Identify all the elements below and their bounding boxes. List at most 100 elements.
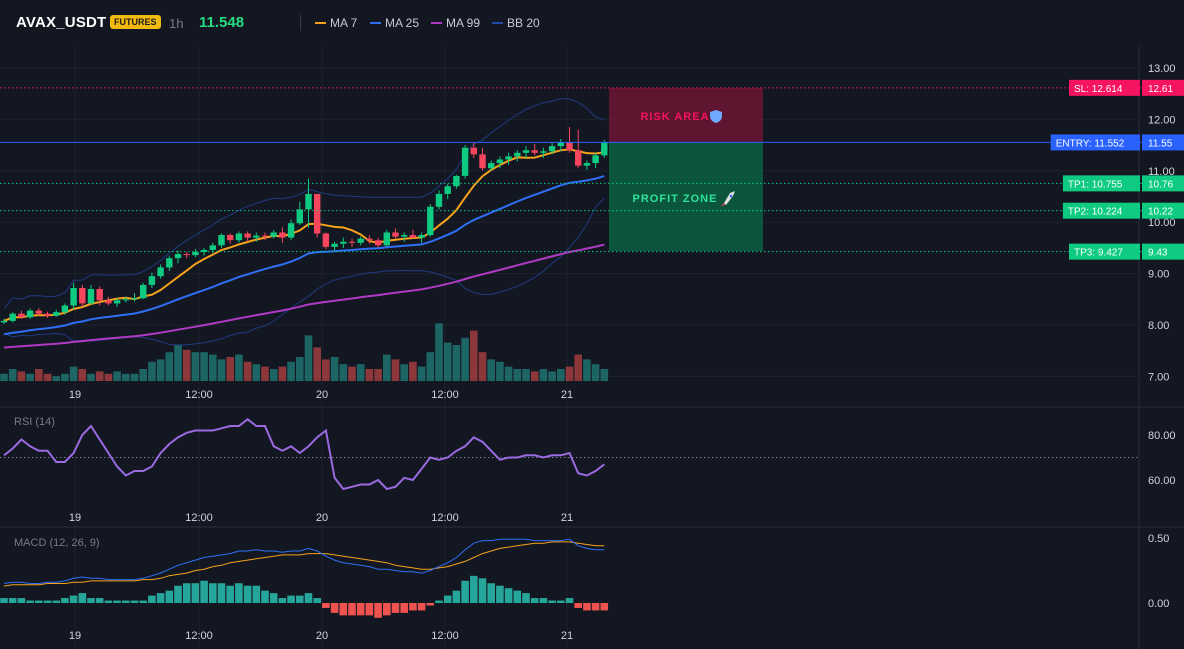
- macd-hist-bar: [209, 583, 217, 603]
- time-tick-label: 19: [69, 512, 81, 524]
- risk-area-zone: [609, 88, 763, 143]
- candle-body: [61, 305, 69, 313]
- legend-bb20[interactable]: BB 20: [492, 16, 540, 30]
- entry-tag: [1050, 134, 1140, 151]
- macd-tick-label: 0.00: [1148, 598, 1169, 610]
- legend-ma99[interactable]: MA 99: [431, 16, 480, 30]
- volume-bar: [130, 373, 139, 381]
- volume-bar: [235, 354, 243, 381]
- time-tick-label: 12:00: [185, 630, 213, 642]
- volume-bar: [391, 359, 400, 381]
- volume-bar: [574, 354, 582, 381]
- symbol-name[interactable]: AVAX_USDT: [16, 14, 107, 31]
- candle-body: [488, 163, 495, 169]
- volume-bar: [513, 369, 522, 381]
- macd-hist-bar: [435, 600, 443, 603]
- volume-bar: [565, 366, 574, 381]
- rsi-title: RSI (14): [14, 416, 55, 428]
- candle-body: [148, 276, 156, 285]
- candle-body: [548, 146, 556, 152]
- macd-hist-bar: [417, 603, 426, 611]
- tp2-price-tag: [1142, 202, 1184, 219]
- price-tick-label: 13.00: [1148, 63, 1176, 75]
- candle-body: [166, 258, 173, 268]
- ma99-line: [3, 243, 605, 349]
- candle-body: [601, 142, 608, 156]
- macd-hist-bar: [43, 600, 52, 603]
- timeframe-selector[interactable]: 1h: [169, 16, 184, 31]
- candle-body: [261, 235, 269, 237]
- candle-body: [418, 235, 425, 238]
- volume-bar: [339, 364, 348, 381]
- macd-hist-bar: [470, 575, 478, 603]
- macd-hist-bar: [52, 600, 60, 603]
- candle-body: [383, 232, 390, 246]
- macd-hist-bar: [557, 600, 565, 603]
- candle-body: [348, 241, 356, 243]
- macd-hist-bar: [139, 600, 147, 603]
- candle-body: [392, 232, 399, 237]
- candle-body: [200, 249, 208, 253]
- volume-bar: [539, 369, 548, 381]
- macd-signal-line: [3, 541, 605, 587]
- volume-bar: [522, 369, 530, 381]
- macd-hist-bar: [287, 595, 295, 603]
- candle-body: [26, 310, 34, 318]
- legend-label-ma25: MA 25: [385, 16, 420, 30]
- volume-bar: [261, 366, 269, 381]
- candle-body: [592, 155, 599, 164]
- time-tick-label: 20: [316, 630, 328, 642]
- entry-price-label: 11.55: [1148, 138, 1173, 149]
- legend-label-ma99: MA 99: [446, 16, 481, 30]
- volume-bar: [426, 352, 435, 381]
- candle-body: [122, 299, 129, 301]
- time-tick-label: 20: [316, 389, 328, 401]
- macd-hist-bar: [513, 590, 522, 603]
- tp1-tag-label: TP1: 10.755: [1068, 179, 1123, 190]
- volume-bar: [26, 373, 34, 381]
- macd-hist-bar: [409, 603, 417, 611]
- volume-bar: [461, 337, 469, 381]
- price-tick-label: 8.00: [1148, 320, 1169, 332]
- candle-body: [583, 163, 591, 166]
- volume-bar: [600, 369, 609, 381]
- entry-tag-label: ENTRY: 11.552: [1056, 138, 1125, 149]
- macd-hist-bar: [200, 580, 208, 603]
- macd-hist-bar: [252, 585, 261, 603]
- time-tick-label: 21: [561, 512, 573, 524]
- candle-body: [235, 233, 243, 241]
- volume-bars: [0, 323, 609, 381]
- macd-hist-bar: [356, 603, 365, 616]
- macd-hist-bar: [591, 603, 600, 611]
- candle-body: [505, 156, 512, 160]
- bb-upper-line: [3, 97, 605, 309]
- macd-hist-bar: [278, 598, 287, 603]
- candle-body: [96, 289, 103, 301]
- candle-body: [366, 238, 373, 241]
- candle-body: [479, 154, 486, 169]
- macd-hist-bar: [61, 598, 69, 603]
- macd-tick-label: 0.50: [1148, 533, 1169, 545]
- candle-body: [314, 193, 321, 234]
- macd-hist-bar: [330, 603, 339, 613]
- macd-hist-bar: [148, 595, 156, 603]
- macd-hist-bar: [261, 590, 269, 603]
- candle-body: [322, 233, 330, 247]
- candle-body: [444, 186, 451, 194]
- candle-body: [183, 254, 190, 256]
- legend-ma7[interactable]: MA 7: [315, 16, 357, 30]
- volume-bar: [113, 371, 121, 381]
- candle-body: [70, 287, 77, 306]
- volume-bar: [383, 354, 391, 381]
- macd-hist-bar: [296, 595, 304, 603]
- bb-lower-line: [3, 197, 605, 346]
- legend-ma25[interactable]: MA 25: [370, 16, 419, 30]
- macd-hist-bar: [452, 590, 461, 603]
- candle-body: [557, 142, 564, 147]
- macd-hist-bar: [522, 593, 530, 603]
- candle-body: [209, 245, 216, 250]
- sl-tag: [1069, 79, 1140, 96]
- time-tick-label: 21: [561, 630, 573, 642]
- macd-hist-bar: [339, 603, 348, 616]
